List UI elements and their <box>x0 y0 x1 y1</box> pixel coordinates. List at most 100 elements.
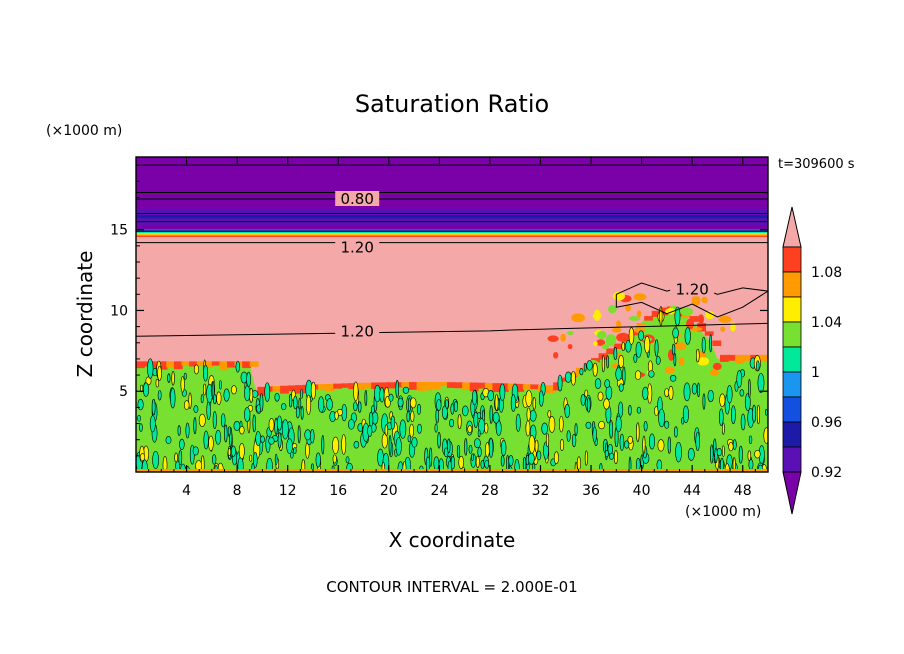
turbulent-cell <box>714 447 718 464</box>
turbulent-cell <box>636 406 642 414</box>
turbulent-cell <box>193 405 199 413</box>
turbulent-cell <box>687 447 695 461</box>
plume-patch <box>678 357 685 366</box>
turbulent-cell <box>147 358 154 379</box>
turbulent-cell <box>492 411 500 424</box>
turbulent-cell <box>756 404 761 425</box>
turbulent-cell <box>137 398 144 411</box>
turbulent-cell <box>300 406 304 420</box>
moist-fringe <box>204 361 214 368</box>
turbulent-cell <box>249 454 253 462</box>
turbulent-cell <box>274 453 278 466</box>
plume-patch <box>697 357 710 366</box>
moist-fringe <box>211 361 221 366</box>
turbulent-cell <box>353 381 359 402</box>
turbulent-cell <box>527 452 535 465</box>
turbulent-cell <box>409 397 417 409</box>
turbulent-cell <box>583 362 587 372</box>
turbulent-cell <box>162 456 168 472</box>
turbulent-cell <box>244 407 251 422</box>
moist-fringe <box>318 384 327 391</box>
moist-fringe <box>492 383 502 393</box>
plume-patch <box>674 342 687 351</box>
turbulent-cell <box>657 439 665 452</box>
turbulent-cell <box>464 438 468 456</box>
turbulent-cell <box>585 421 592 429</box>
turbulent-cell <box>628 456 632 472</box>
plume-patch <box>571 313 585 323</box>
transition-strip <box>136 234 768 236</box>
turbulent-cell <box>170 387 176 409</box>
turbulent-cell <box>697 382 700 398</box>
turbulent-cell <box>246 371 251 387</box>
turbulent-cell <box>526 407 531 422</box>
turbulent-cell <box>570 370 576 386</box>
turbulent-cell <box>756 360 760 372</box>
turbulent-cell <box>295 406 300 419</box>
turbulent-cell <box>659 306 663 327</box>
moist-fringe <box>636 323 646 328</box>
turbulent-cell <box>494 394 499 411</box>
turbulent-cell <box>179 438 185 450</box>
contour-line <box>136 322 768 337</box>
x-tick-label: 24 <box>430 483 448 499</box>
turbulent-cell <box>203 383 207 396</box>
colorbar-segment <box>782 271 802 298</box>
moist-fringe <box>735 354 744 364</box>
moist-fringe <box>704 331 714 336</box>
turbulent-cell <box>183 372 187 380</box>
transition-strip <box>136 229 768 232</box>
plot-area <box>136 157 768 472</box>
turbulent-cell <box>726 385 733 404</box>
moist-fringe <box>295 385 305 394</box>
moist-fringe <box>477 382 487 389</box>
turbulent-cell <box>484 422 489 434</box>
turbulent-cell <box>310 381 316 400</box>
turbulent-cell <box>534 439 539 453</box>
contour-label-backing <box>670 281 715 297</box>
moist-fringe <box>689 316 699 322</box>
turbulent-cell <box>277 432 282 449</box>
moist-fringe <box>765 354 768 363</box>
turbulent-cell <box>607 443 613 455</box>
turbulent-cell <box>142 382 150 397</box>
turbulent-cell <box>667 436 672 454</box>
turbulent-cell <box>345 456 350 464</box>
plume-patch <box>664 366 675 374</box>
plume-patch <box>712 362 722 371</box>
turbulent-cell <box>368 411 374 427</box>
turbulent-cell <box>649 433 656 450</box>
turbulent-cell <box>151 398 156 416</box>
plume-patch <box>608 305 617 314</box>
moist-fringe <box>151 361 161 368</box>
turbulent-cell <box>628 404 632 416</box>
turbulent-cell <box>559 438 565 452</box>
turbulent-cell <box>233 420 241 432</box>
turbulent-cell <box>436 399 442 411</box>
x-tick-label: 28 <box>481 483 499 499</box>
plume-patch <box>560 333 566 342</box>
turbulent-cell <box>603 398 610 410</box>
turbulent-cell <box>157 390 162 401</box>
moist-fringe <box>462 382 471 391</box>
turbulent-cell <box>763 427 768 444</box>
turbulent-cell <box>453 401 458 413</box>
turbulent-cell <box>268 418 275 432</box>
turbulent-cell <box>525 390 533 407</box>
turbulent-cell <box>406 410 410 423</box>
moist-fringe <box>659 307 669 316</box>
turbulent-cell <box>683 382 691 402</box>
turbulent-cell <box>200 394 204 404</box>
turbulent-cell <box>468 444 473 454</box>
turbulent-cell <box>467 425 473 434</box>
plume-patch <box>718 315 732 323</box>
turbulent-cell <box>635 341 642 358</box>
turbulent-cell <box>208 435 214 451</box>
turbulent-cell <box>484 459 490 469</box>
turbulent-cell <box>332 454 337 464</box>
colorbar-segment <box>782 321 802 348</box>
x-tick-label: 44 <box>683 483 701 499</box>
y-unit-label: (×1000 m) <box>46 123 122 139</box>
plume-patch <box>633 293 647 301</box>
